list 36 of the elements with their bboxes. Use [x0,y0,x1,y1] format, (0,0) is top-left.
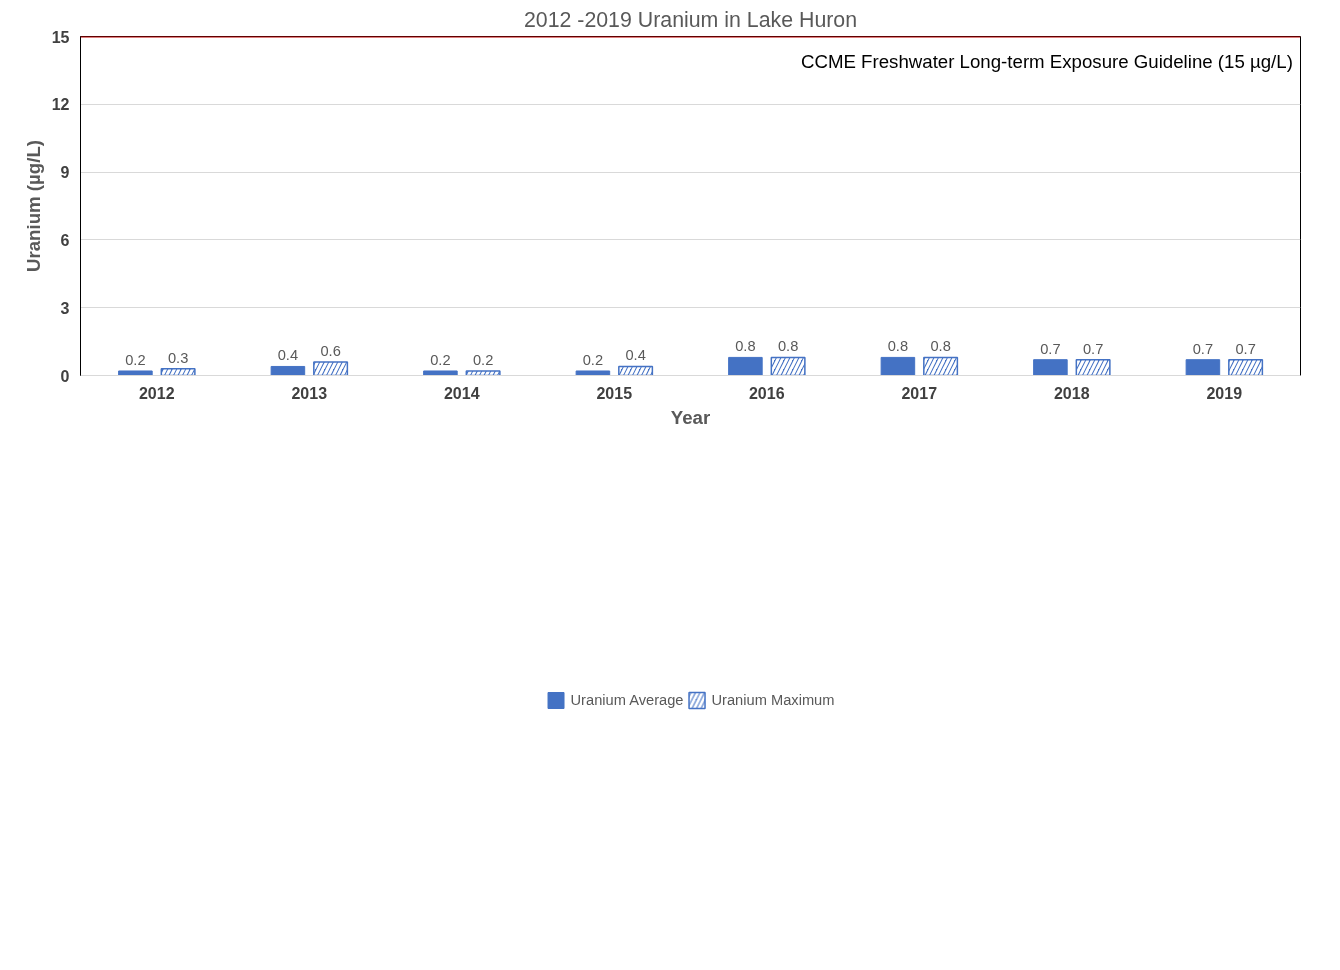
x-tick-label: 2018 [1053,384,1090,402]
data-label: 0.4 [625,347,646,364]
legend-label: Uranium Maximum [711,692,835,708]
y-tick-label: 12 [51,96,70,114]
data-label: 0.8 [887,338,909,355]
y-tick-label: 3 [60,299,70,317]
data-label: 0.4 [277,347,299,364]
data-label: 0.2 [430,351,451,368]
data-label: 0.2 [125,351,146,368]
x-tick-label: 2017 [901,384,938,402]
data-label: 0.7 [1040,340,1061,357]
data-label: 0.8 [777,338,799,355]
data-label: 0.8 [930,338,951,355]
data-label: 0.2 [582,351,604,368]
chart-title: 2012 -2019 Uranium in Lake Huron [523,7,858,32]
x-tick-label: 2019 [1206,384,1243,402]
y-tick-label: 9 [60,164,70,182]
data-label: 0.7 [1235,340,1256,357]
x-axis-title: Year [670,406,711,428]
x-tick-label: 2015 [596,384,633,402]
legend-label: Uranium Average [570,692,684,708]
y-axis-title: Uranium (µg/L) [22,139,44,272]
ref-line-label: CCME Freshwater Long-term Exposure Guideline (15 µg/L) [801,50,1293,72]
data-label: 0.7 [1082,340,1104,357]
data-label: 0.7 [1192,340,1214,357]
data-label: 0.6 [320,342,341,359]
y-tick-label: 15 [51,28,70,46]
x-tick-label: 2016 [748,384,785,402]
data-label: 0.8 [735,338,756,355]
y-tick-label: 0 [60,367,70,385]
data-label: 0.3 [167,349,189,366]
x-tick-label: 2014 [443,384,480,402]
x-tick-label: 2013 [291,384,328,402]
data-label: 0.2 [472,351,494,368]
y-tick-label: 6 [60,231,70,249]
x-tick-label: 2012 [138,384,175,402]
